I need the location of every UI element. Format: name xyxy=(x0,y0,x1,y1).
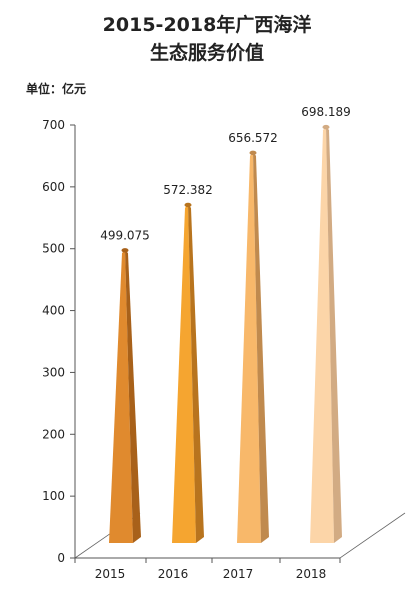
y-tick-label: 0 xyxy=(57,551,65,565)
bar-side-2017 xyxy=(253,151,269,543)
y-tick-label: 500 xyxy=(42,242,65,256)
y-tick-label: 300 xyxy=(42,365,65,379)
bar-cap-2018 xyxy=(322,124,330,130)
y-tick-label: 700 xyxy=(42,118,65,132)
unit-label: 单位：亿元 xyxy=(26,82,87,96)
bar-front-2015 xyxy=(109,249,133,543)
y-tick-label: 400 xyxy=(42,304,65,318)
y-tick-label: 200 xyxy=(42,427,65,441)
data-label-2015: 499.075 xyxy=(100,228,150,242)
y-tick-label: 600 xyxy=(42,180,65,194)
y-tick-label: 100 xyxy=(42,489,65,503)
bar-side-2016 xyxy=(188,203,204,543)
chart-title-line2: 生态服务价值 xyxy=(149,42,264,64)
x-tick-label-2018: 2018 xyxy=(296,567,327,581)
data-label-2017: 656.572 xyxy=(228,131,278,145)
bar-cap-2017 xyxy=(249,150,257,156)
bar-cap-2016 xyxy=(184,202,192,208)
data-label-2018: 698.189 xyxy=(301,105,351,119)
bar-side-2018 xyxy=(326,126,342,543)
data-label-2016: 572.382 xyxy=(163,183,213,197)
x-tick-label-2016: 2016 xyxy=(158,567,189,581)
x-tick-label-2017: 2017 xyxy=(223,567,254,581)
x-tick-label-2015: 2015 xyxy=(95,567,126,581)
bar-side-2015 xyxy=(125,249,141,543)
chart-title-line1: 2015-2018年广西海洋 xyxy=(102,14,312,36)
bar-cap-2015 xyxy=(121,248,129,253)
